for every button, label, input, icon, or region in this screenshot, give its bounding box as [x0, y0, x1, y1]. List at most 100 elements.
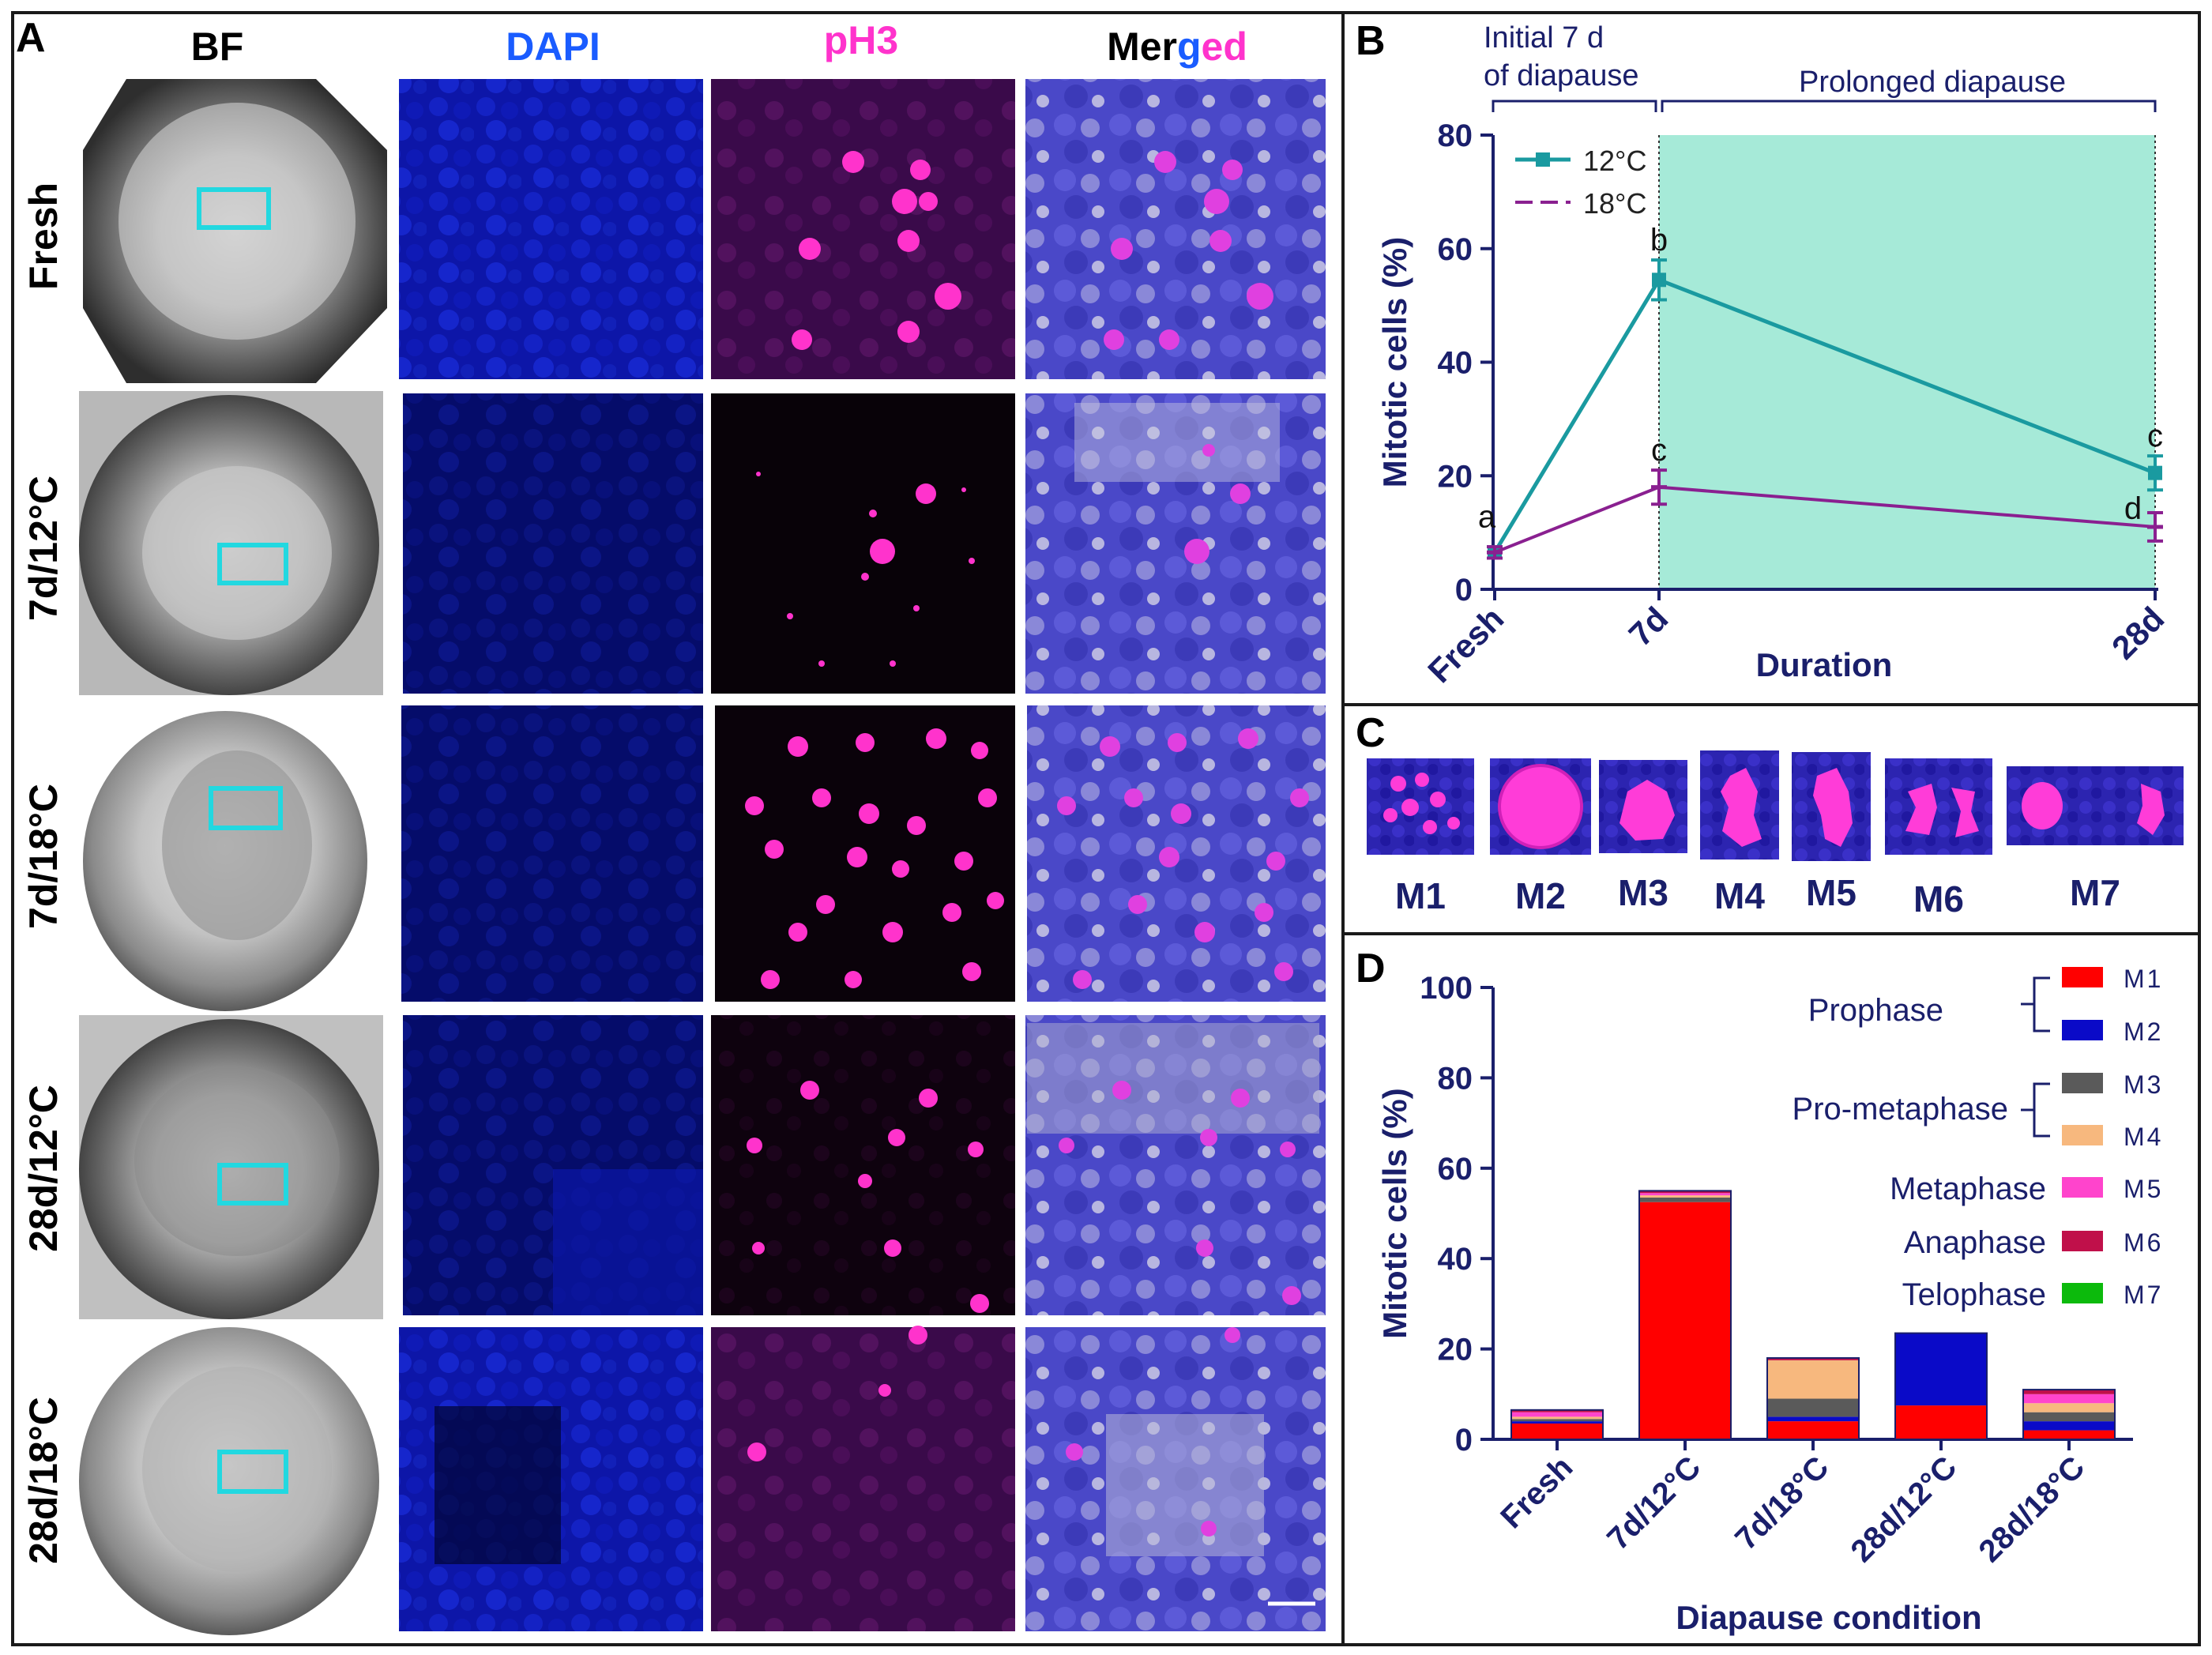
data-point [2148, 465, 2162, 480]
x-tick-label: 7d/18°C [1729, 1450, 1835, 1556]
y-tick-label: 40 [1438, 1242, 1473, 1277]
x-tick-label: Fresh [1420, 600, 1510, 690]
legend-swatch-m3 [2062, 1073, 2103, 1093]
stage-m6-image [1885, 758, 1992, 855]
x-axis-title: Diapause condition [1676, 1599, 1981, 1636]
mitosis-stage-gallery: M1 M2 M3 M4 M5 M6 M7 [1367, 750, 2184, 920]
bar-segment-m6 [1767, 1358, 1859, 1360]
bar-segment-m6 [1511, 1409, 1603, 1412]
merged-part-1: Mer [1107, 24, 1177, 69]
bar-segment-m6 [2023, 1390, 2115, 1394]
legend-label-m2: M2 [2124, 1017, 2163, 1046]
significance-letter: b [1650, 223, 1668, 258]
significance-letter: d [2124, 491, 2142, 526]
stage-m1-image [1367, 758, 1474, 855]
bar-segment-m2 [1895, 1333, 1987, 1406]
bar-segment-m2 [1511, 1421, 1603, 1424]
legend-label-m6: M6 [2124, 1228, 2163, 1257]
x-tick-label: 28d/18°C [1972, 1450, 2091, 1569]
bar-segment-m1 [2023, 1430, 2115, 1439]
legend-swatch-m1 [2062, 967, 2103, 987]
y-tick-label: 0 [1455, 1423, 1473, 1458]
column-head-merged: Merged [1027, 24, 1327, 70]
legend-swatch-m6 [2062, 1231, 2103, 1251]
stage-m2-image [1490, 758, 1591, 855]
merged-part-2: g [1177, 24, 1202, 69]
panel-d-frame [1341, 932, 2201, 1646]
row-fresh-tiles [83, 79, 1326, 383]
legend-group-prometaphase: Pro-metaphase [1793, 1092, 2008, 1127]
bracket-left [1492, 100, 1657, 112]
legend-group-anaphase: Anaphase [1904, 1225, 2046, 1260]
row-7d-18c-tiles [83, 705, 1326, 1011]
stage-label-m3: M3 [1618, 872, 1668, 913]
bar-segment-m1 [1639, 1202, 1731, 1439]
legend-label-m3: M3 [2124, 1070, 2163, 1099]
panel-a-letter: A [16, 15, 46, 61]
panel-d-letter: D [1356, 946, 1386, 991]
x-tick-label: Fresh [1494, 1450, 1579, 1535]
y-tick-label: 60 [1438, 232, 1473, 267]
bar-segment-m3 [1639, 1197, 1731, 1202]
bar-segment-m2 [1767, 1416, 1859, 1422]
legend-group-telophase: Telophase [1902, 1277, 2046, 1312]
legend-swatch-m5 [2062, 1177, 2103, 1198]
legend-label-12c: 12°C [1583, 145, 1646, 177]
legend-group-metaphase: Metaphase [1890, 1172, 2046, 1206]
x-tick-label: 28d [2105, 600, 2171, 666]
bar-segment-m4 [2023, 1403, 2115, 1412]
column-head-dapi: DAPI [506, 24, 600, 69]
significance-letter: c [1651, 433, 1667, 468]
bar-segment-m4 [1639, 1195, 1731, 1198]
bar-segment-m3 [1511, 1419, 1603, 1422]
column-head-bf: BF [190, 24, 244, 69]
y-tick-label: 100 [1420, 971, 1473, 1006]
significance-letter: a [1478, 499, 1496, 534]
panel-b-letter: B [1356, 18, 1386, 64]
bar-segment-m4 [1767, 1360, 1859, 1399]
y-axis-title: Mitotic cells (%) [1376, 237, 1413, 487]
y-tick-label: 40 [1438, 346, 1473, 381]
y-tick-label: 60 [1438, 1152, 1473, 1187]
y-tick-label: 80 [1438, 118, 1473, 153]
bracket-right [1661, 100, 2157, 112]
x-tick-label: 28d/12°C [1844, 1450, 1963, 1569]
y-tick-label: 20 [1438, 1333, 1473, 1367]
stage-m5-image [1792, 752, 1871, 861]
legend-label-18c: 18°C [1583, 187, 1646, 220]
bar-segment-m5 [1639, 1193, 1731, 1196]
y-axis-title: Mitotic cells (%) [1376, 1088, 1413, 1338]
bracket-left-line2: of diapause [1484, 59, 1639, 92]
stage-m3-image [1599, 760, 1687, 853]
bar-segment-m2 [2023, 1421, 2115, 1431]
bracket-left-line1: Initial 7 d [1484, 21, 1604, 55]
legend-swatch-m7 [2062, 1283, 2103, 1303]
bar-segment-m5 [2023, 1394, 2115, 1404]
bar-segment-m1 [1895, 1405, 1987, 1439]
stage-label-m6: M6 [1913, 878, 1964, 920]
prolonged-shade [1659, 135, 2155, 589]
column-head-ph3: pH3 [823, 18, 899, 62]
x-tick-label: 7d [1621, 600, 1675, 653]
x-tick-label: 7d/12°C [1601, 1450, 1707, 1556]
stage-label-m7: M7 [2070, 872, 2120, 913]
merged-part-3: ed [1201, 24, 1247, 69]
legend-label-m5: M5 [2124, 1175, 2163, 1203]
bracket-right-label: Prolonged diapause [1799, 66, 2066, 99]
legend-swatch-m2 [2062, 1020, 2103, 1040]
bar-segment-m6 [1639, 1190, 1731, 1194]
legend-label-m7: M7 [2124, 1281, 2163, 1309]
row-28d-18c-tiles [79, 1326, 1326, 1635]
legend-group-prophase: Prophase [1808, 993, 1943, 1028]
legend-swatch-m4 [2062, 1125, 2103, 1145]
stage-label-m2: M2 [1515, 875, 1566, 916]
row-7d-12c-tiles [79, 391, 1326, 695]
data-point [1652, 273, 1666, 288]
chart-mitotic-line: 0 20 40 60 80 Fresh 7d 28d Duration Mitotic cells… [1376, 21, 2171, 690]
x-axis-title: Duration [1756, 646, 1893, 683]
y-tick-label: 20 [1438, 459, 1473, 494]
micrograph-grid [79, 79, 1326, 1635]
bar-segment-m3 [1767, 1398, 1859, 1417]
stage-m7-image [2007, 766, 2184, 845]
